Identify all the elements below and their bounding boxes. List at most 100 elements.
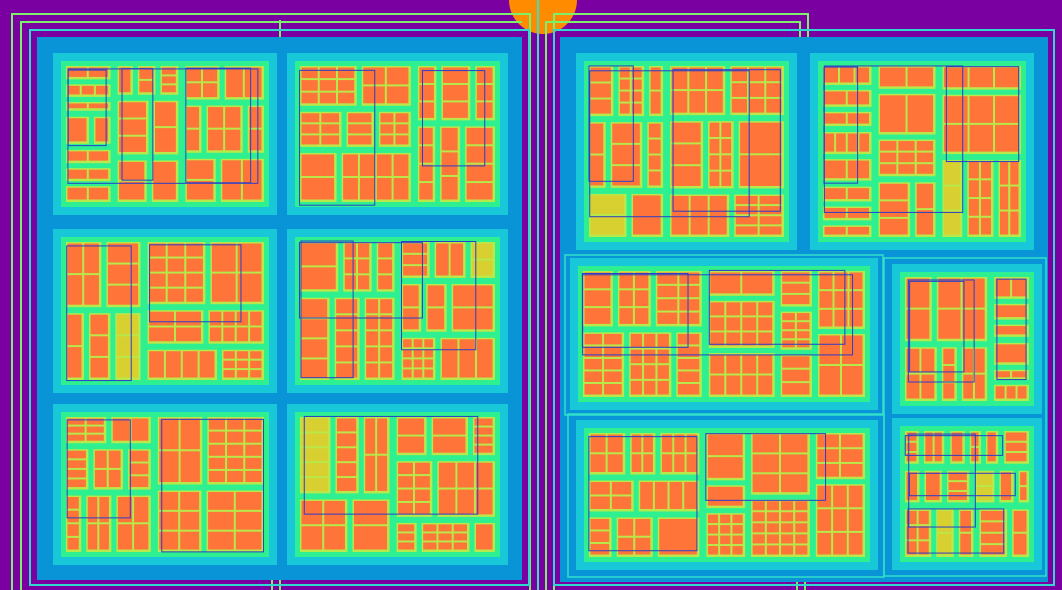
cell xyxy=(1020,472,1027,486)
cell xyxy=(348,113,372,123)
net xyxy=(907,279,975,383)
cell xyxy=(1012,278,1027,297)
cell xyxy=(752,454,780,473)
cell xyxy=(880,152,897,163)
cell xyxy=(726,354,741,374)
cell xyxy=(466,164,493,182)
cell xyxy=(951,432,963,462)
cell xyxy=(84,243,99,274)
cell xyxy=(880,141,897,151)
cell xyxy=(721,155,732,170)
cell xyxy=(81,85,94,95)
cell xyxy=(944,211,960,235)
cell xyxy=(433,418,466,435)
cell xyxy=(648,171,661,186)
cell xyxy=(707,486,743,506)
cell xyxy=(648,155,661,170)
cell xyxy=(423,524,437,532)
net xyxy=(708,269,846,345)
cell xyxy=(721,122,732,137)
cell xyxy=(203,67,218,82)
cell xyxy=(441,339,458,378)
cell xyxy=(153,161,176,200)
cell xyxy=(353,500,388,525)
cell xyxy=(590,99,611,114)
cell xyxy=(726,332,741,346)
cell xyxy=(834,272,848,290)
cell xyxy=(650,67,661,90)
cell xyxy=(1005,453,1027,462)
cell xyxy=(795,534,808,544)
cell xyxy=(117,524,133,550)
cell xyxy=(403,243,428,253)
cell xyxy=(819,335,841,364)
cell xyxy=(584,383,603,395)
cell xyxy=(86,434,104,441)
cell xyxy=(657,333,669,348)
cell xyxy=(442,67,468,83)
cell xyxy=(149,258,166,272)
cell xyxy=(363,86,385,104)
cell xyxy=(86,418,104,425)
tiles xyxy=(53,53,1047,578)
cell xyxy=(590,482,610,495)
cell xyxy=(634,308,649,324)
cell xyxy=(321,113,340,123)
cell xyxy=(968,161,979,179)
cell xyxy=(824,188,846,200)
cell xyxy=(937,533,952,555)
cell xyxy=(584,346,603,357)
cell xyxy=(726,302,741,316)
cell xyxy=(419,102,434,118)
cell xyxy=(336,347,358,362)
cell xyxy=(301,418,328,432)
cell xyxy=(419,146,433,163)
cell xyxy=(907,67,934,87)
cell xyxy=(107,285,139,305)
cell xyxy=(223,360,235,369)
macro xyxy=(66,449,89,490)
cell xyxy=(424,339,433,348)
cell xyxy=(441,127,458,151)
cell xyxy=(590,531,610,542)
cell xyxy=(735,195,758,205)
cell xyxy=(980,545,1005,555)
cell xyxy=(766,523,780,533)
cell xyxy=(707,535,719,545)
cell xyxy=(604,333,622,345)
cell xyxy=(324,526,345,550)
cell xyxy=(301,92,318,104)
cell xyxy=(619,290,633,307)
cell xyxy=(943,365,955,382)
cell xyxy=(742,272,773,294)
cell xyxy=(90,336,108,356)
cell xyxy=(129,476,149,488)
cell xyxy=(149,311,174,326)
cell xyxy=(824,91,846,105)
cell xyxy=(338,80,355,91)
cell xyxy=(906,472,918,500)
cell xyxy=(119,161,145,180)
cell xyxy=(1017,386,1027,399)
cell xyxy=(766,67,782,82)
cell xyxy=(237,273,262,302)
net xyxy=(908,433,976,528)
cell xyxy=(366,299,379,314)
cell xyxy=(963,348,973,373)
cell xyxy=(795,501,808,511)
cell xyxy=(819,309,833,327)
cell xyxy=(457,462,474,488)
cell xyxy=(95,118,109,142)
cell xyxy=(943,383,955,399)
cell xyxy=(898,152,915,163)
cell xyxy=(766,98,782,113)
cell xyxy=(403,266,428,276)
cell xyxy=(906,278,930,308)
cell xyxy=(795,512,808,522)
net xyxy=(904,435,1004,456)
cell xyxy=(250,311,262,326)
cell xyxy=(438,462,456,488)
cell xyxy=(634,272,649,289)
cell xyxy=(782,272,810,282)
